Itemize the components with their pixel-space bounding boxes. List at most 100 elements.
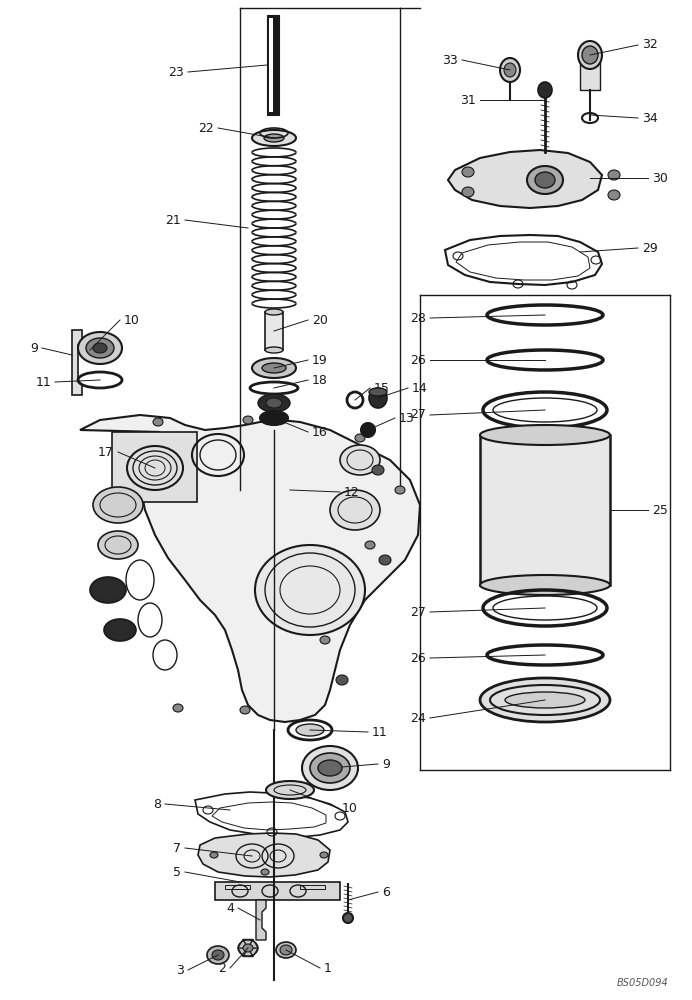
Ellipse shape: [462, 167, 474, 177]
Polygon shape: [80, 415, 420, 722]
Ellipse shape: [104, 619, 136, 641]
Text: BS05D094: BS05D094: [617, 978, 668, 988]
Text: 11: 11: [35, 375, 51, 388]
Ellipse shape: [98, 531, 138, 559]
Ellipse shape: [578, 41, 602, 69]
Ellipse shape: [210, 852, 218, 858]
Polygon shape: [243, 948, 253, 957]
Ellipse shape: [336, 675, 348, 685]
Ellipse shape: [265, 347, 283, 353]
Ellipse shape: [280, 945, 292, 955]
Ellipse shape: [243, 416, 253, 424]
Ellipse shape: [582, 46, 598, 64]
Text: 26: 26: [410, 652, 426, 664]
Ellipse shape: [276, 942, 296, 958]
Ellipse shape: [240, 706, 250, 714]
Ellipse shape: [365, 541, 375, 549]
Ellipse shape: [369, 388, 387, 396]
Polygon shape: [248, 939, 258, 948]
Bar: [265, 312, 283, 350]
Ellipse shape: [78, 332, 122, 364]
Ellipse shape: [320, 636, 330, 644]
Text: 6: 6: [382, 886, 390, 898]
Ellipse shape: [330, 490, 380, 530]
Ellipse shape: [538, 82, 552, 98]
Bar: [215, 882, 340, 900]
Ellipse shape: [173, 704, 183, 712]
Ellipse shape: [93, 343, 107, 353]
Ellipse shape: [207, 946, 229, 964]
Ellipse shape: [258, 394, 290, 412]
Text: 28: 28: [410, 312, 426, 324]
Ellipse shape: [462, 187, 474, 197]
Ellipse shape: [86, 338, 114, 358]
Ellipse shape: [255, 545, 365, 635]
Ellipse shape: [395, 486, 405, 494]
Ellipse shape: [153, 418, 163, 426]
Polygon shape: [238, 939, 248, 948]
Bar: [300, 885, 325, 889]
Polygon shape: [256, 900, 266, 940]
Ellipse shape: [212, 950, 224, 960]
Ellipse shape: [262, 363, 286, 373]
Text: 17: 17: [98, 446, 114, 458]
Ellipse shape: [372, 465, 384, 475]
Text: 24: 24: [410, 712, 426, 724]
Text: 7: 7: [173, 842, 181, 854]
Text: 21: 21: [165, 214, 181, 227]
Text: 1: 1: [324, 962, 332, 974]
Ellipse shape: [318, 760, 342, 776]
Ellipse shape: [320, 852, 328, 858]
Text: 27: 27: [410, 408, 426, 422]
Ellipse shape: [504, 63, 516, 77]
Ellipse shape: [261, 869, 269, 875]
Text: 10: 10: [342, 802, 358, 814]
Ellipse shape: [266, 781, 314, 799]
Text: 27: 27: [410, 605, 426, 618]
Polygon shape: [72, 330, 82, 395]
Ellipse shape: [260, 411, 288, 425]
Text: 33: 33: [442, 53, 458, 66]
Bar: [580, 60, 600, 90]
Text: 12: 12: [344, 486, 360, 498]
Text: 3: 3: [176, 964, 184, 976]
Ellipse shape: [252, 358, 296, 378]
Ellipse shape: [90, 577, 126, 603]
Text: 10: 10: [124, 314, 140, 326]
Polygon shape: [448, 150, 602, 208]
Text: 16: 16: [312, 426, 328, 438]
Text: 8: 8: [153, 798, 161, 810]
Ellipse shape: [500, 58, 520, 82]
Ellipse shape: [480, 425, 610, 445]
Text: 13: 13: [399, 412, 415, 424]
Text: 26: 26: [410, 354, 426, 366]
Bar: [267, 15, 279, 115]
Bar: [269, 18, 273, 112]
Text: 2: 2: [218, 962, 226, 974]
Ellipse shape: [369, 388, 387, 408]
Ellipse shape: [266, 398, 282, 408]
Ellipse shape: [310, 753, 350, 783]
Polygon shape: [238, 948, 248, 957]
Bar: [480, 435, 610, 585]
Text: 34: 34: [642, 111, 658, 124]
Text: 4: 4: [226, 902, 234, 914]
Text: 9: 9: [382, 758, 390, 770]
Text: 15: 15: [374, 381, 390, 394]
Ellipse shape: [343, 913, 353, 923]
Ellipse shape: [608, 170, 620, 180]
Text: 9: 9: [30, 342, 38, 355]
Ellipse shape: [379, 555, 391, 565]
Ellipse shape: [505, 692, 585, 708]
Ellipse shape: [527, 166, 563, 194]
Bar: [225, 885, 250, 889]
Ellipse shape: [340, 445, 380, 475]
Ellipse shape: [361, 423, 375, 437]
Text: 32: 32: [642, 38, 658, 51]
Text: 11: 11: [372, 726, 388, 738]
Text: 23: 23: [168, 66, 184, 79]
Ellipse shape: [265, 309, 283, 315]
Ellipse shape: [302, 746, 358, 790]
Ellipse shape: [480, 575, 610, 595]
Ellipse shape: [264, 134, 284, 142]
